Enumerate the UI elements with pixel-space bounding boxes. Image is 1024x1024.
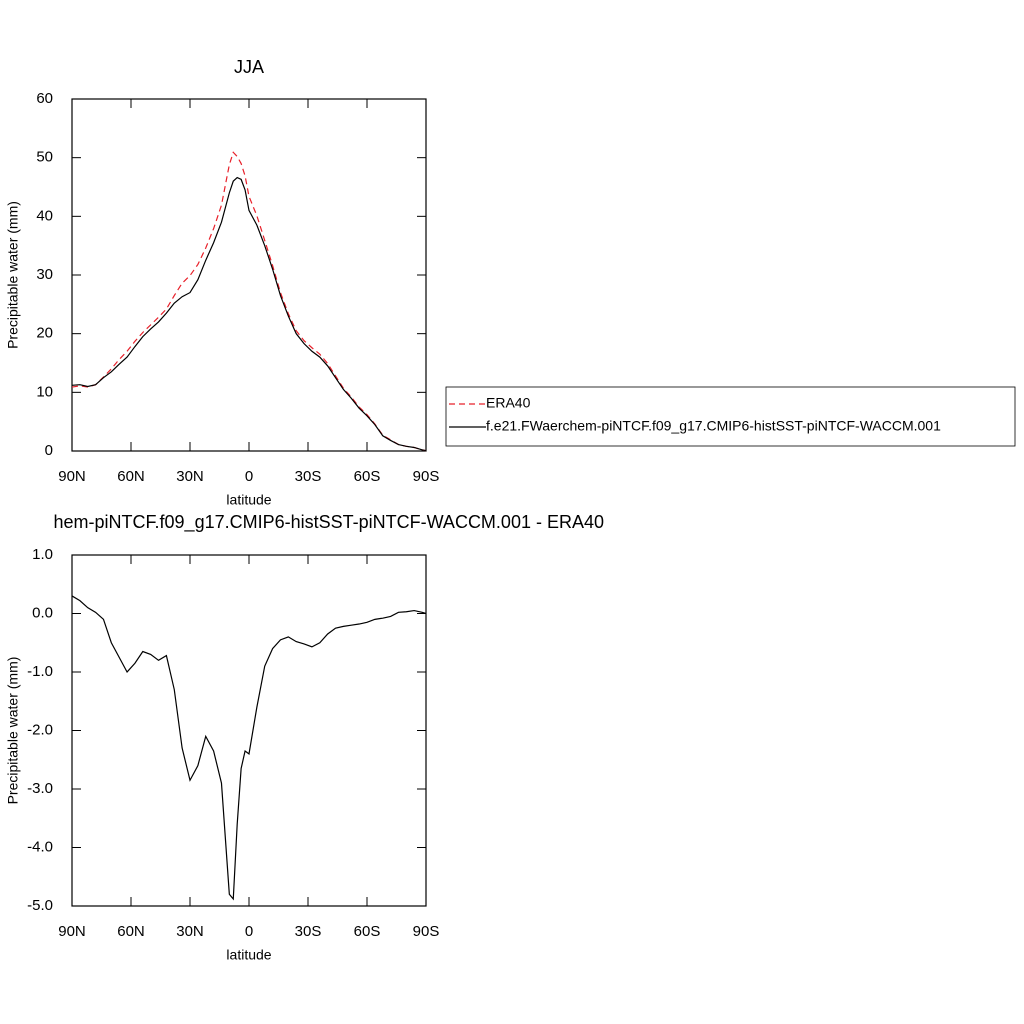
y-tick-label: 1.0 bbox=[32, 546, 53, 563]
chart-title: JJA bbox=[234, 57, 264, 77]
y-tick-label: -1.0 bbox=[27, 663, 53, 680]
chart-title: hem-piNTCF.f09_g17.CMIP6-histSST-piNTCF-… bbox=[54, 512, 604, 533]
x-tick-label: 0 bbox=[245, 923, 253, 940]
x-tick-label: 90N bbox=[58, 468, 86, 485]
plot-frame bbox=[71, 554, 427, 907]
x-axis-label: latitude bbox=[226, 492, 271, 508]
x-tick-label: 60N bbox=[117, 468, 145, 485]
y-tick-label: -2.0 bbox=[27, 721, 53, 738]
y-tick-label: -3.0 bbox=[27, 780, 53, 797]
y-tick-label: 60 bbox=[36, 90, 53, 107]
x-tick-label: 90N bbox=[58, 923, 86, 940]
data-line bbox=[71, 595, 427, 901]
legend-label: ERA40 bbox=[486, 395, 531, 411]
x-tick-label: 30S bbox=[295, 923, 322, 940]
x-tick-label: 30S bbox=[295, 468, 322, 485]
x-tick-label: 90S bbox=[413, 923, 440, 940]
plot-frame bbox=[71, 98, 427, 452]
y-tick-label: 40 bbox=[36, 207, 53, 224]
x-tick-label: 60S bbox=[354, 468, 381, 485]
x-tick-label: 60N bbox=[117, 923, 145, 940]
y-axis-label: Precipitable water (mm) bbox=[5, 201, 21, 349]
y-tick-label: -4.0 bbox=[27, 838, 53, 855]
y-tick-label: 10 bbox=[36, 383, 53, 400]
x-axis-label: latitude bbox=[226, 947, 271, 963]
y-tick-label: 30 bbox=[36, 266, 53, 283]
y-tick-label: 20 bbox=[36, 325, 53, 342]
data-line bbox=[71, 176, 427, 452]
x-tick-label: 30N bbox=[176, 468, 204, 485]
x-tick-label: 90S bbox=[413, 468, 440, 485]
legend-label: f.e21.FWaerchem-piNTCF.f09_g17.CMIP6-his… bbox=[486, 418, 941, 434]
y-tick-label: 0.0 bbox=[32, 604, 53, 621]
data-line bbox=[71, 151, 427, 452]
x-tick-label: 30N bbox=[176, 923, 204, 940]
x-tick-label: 60S bbox=[354, 923, 381, 940]
y-tick-label: 0 bbox=[45, 442, 53, 459]
x-tick-label: 0 bbox=[245, 468, 253, 485]
y-tick-label: -5.0 bbox=[27, 897, 53, 914]
y-tick-label: 50 bbox=[36, 149, 53, 166]
y-axis-label: Precipitable water (mm) bbox=[5, 657, 21, 805]
legend-box bbox=[445, 386, 1016, 447]
